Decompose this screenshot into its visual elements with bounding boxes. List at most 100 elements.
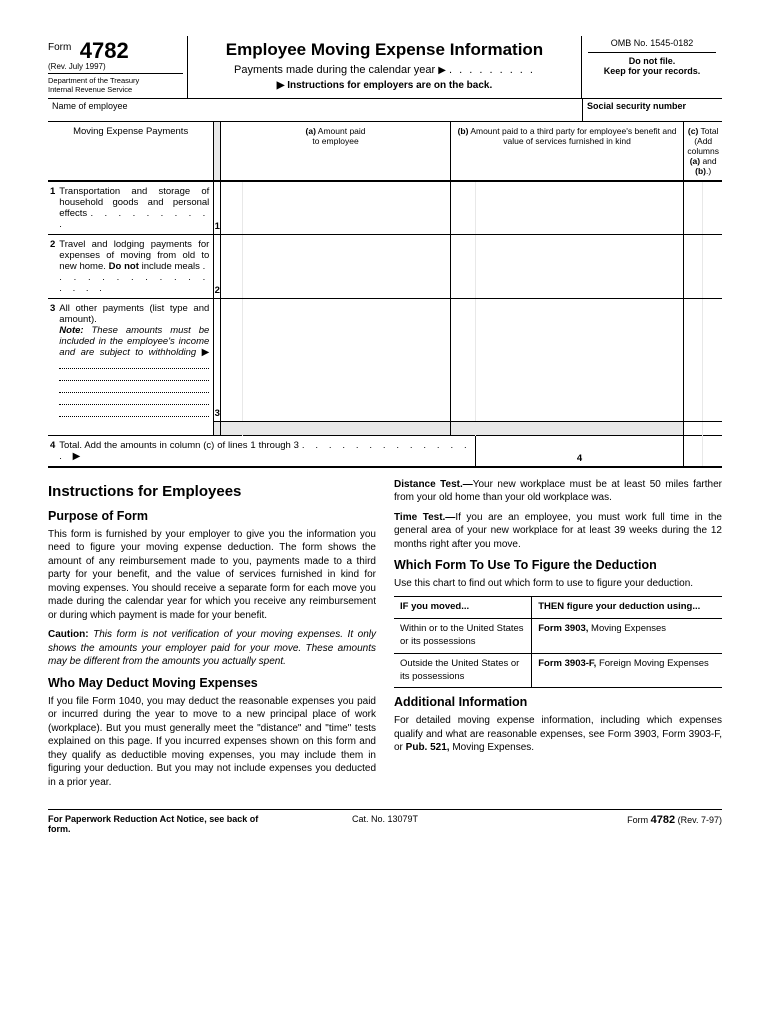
- department: Department of the TreasuryInternal Reven…: [48, 76, 183, 94]
- cell-1c-cents[interactable]: [703, 181, 722, 235]
- cell-3b-main[interactable]: [450, 299, 475, 422]
- instructions-back-text: Instructions for employers are on the ba…: [287, 80, 492, 91]
- line-4-text: Total. Add the amounts in column (c) of …: [59, 440, 299, 451]
- heading-who: Who May Deduct Moving Expenses: [48, 675, 376, 692]
- ded-header-row: IF you moved... THEN figure your deducti…: [394, 597, 722, 619]
- cell-1a-main[interactable]: [221, 181, 243, 235]
- form-header: Form 4782 (Rev. July 1997) Department of…: [48, 36, 722, 99]
- distance-label: Distance Test.—: [394, 479, 473, 490]
- para-purpose: This form is furnished by your employer …: [48, 528, 376, 623]
- para-which: Use this chart to find out which form to…: [394, 577, 722, 591]
- ded-r2c2: Form 3903-F, Foreign Moving Expenses: [532, 653, 722, 688]
- gray-cell: [243, 421, 451, 435]
- line-box: 1: [214, 181, 221, 235]
- form-subtitle: Payments made during the calendar year ▶…: [194, 64, 575, 76]
- cell-2a-main[interactable]: [221, 235, 243, 299]
- line-box: 4: [475, 435, 684, 467]
- keep-records: Keep for your records.: [588, 66, 716, 76]
- cell-2a-cents[interactable]: [243, 235, 451, 299]
- instructions-left-col: Instructions for Employees Purpose of Fo…: [48, 478, 376, 796]
- line-box: 3: [214, 299, 221, 422]
- col-title: Moving Expense Payments: [48, 122, 214, 181]
- line-3: 3 All other payments (list type and amou…: [48, 299, 722, 422]
- cell-3a-cents[interactable]: [243, 299, 451, 422]
- header-middle: Employee Moving Expense Information Paym…: [188, 36, 582, 98]
- gray-cell: [475, 421, 684, 435]
- line-num: 2: [48, 235, 57, 299]
- ded-row-2: Outside the United States or its possess…: [394, 653, 722, 688]
- time-label: Time Test.—: [394, 512, 455, 523]
- instructions-back: ▶ Instructions for employers are on the …: [194, 80, 575, 91]
- note-label: Note:: [59, 325, 83, 336]
- line-num: 1: [48, 181, 57, 235]
- footer-right-post: (Rev. 7-97): [675, 815, 722, 825]
- caution-text: This form is not verification of your mo…: [48, 629, 376, 667]
- header-left: Form 4782 (Rev. July 1997) Department of…: [48, 36, 188, 98]
- page-footer: For Paperwork Reduction Act Notice, see …: [48, 809, 722, 834]
- cell-blank: [703, 421, 722, 435]
- cell-2b-main[interactable]: [450, 235, 475, 299]
- heading-which: Which Form To Use To Figure the Deductio…: [394, 557, 722, 574]
- triangle-icon: ▶: [277, 80, 285, 91]
- line-desc: All other payments (list type and amount…: [57, 299, 214, 422]
- footer-mid: Cat. No. 13079T: [273, 814, 498, 834]
- ded-r2c1: Outside the United States or its possess…: [394, 653, 532, 688]
- ded-h1: IF you moved...: [394, 597, 532, 619]
- cell-1b-main[interactable]: [450, 181, 475, 235]
- do-not-file: Do not file.: [588, 56, 716, 66]
- line-desc: Travel and lodging payments for expenses…: [57, 235, 214, 299]
- ded-r1c2: Form 3903, Moving Expenses: [532, 619, 722, 654]
- cell-1a-cents[interactable]: [243, 181, 451, 235]
- heading-addl: Additional Information: [394, 694, 722, 711]
- identity-row: Name of employee Social security number: [48, 99, 722, 122]
- line-1: 1 Transportation and storage of househol…: [48, 181, 722, 235]
- col-c-header: (c) Total(Add columns (a) and (b).): [684, 122, 722, 181]
- subtitle-text: Payments made during the calendar year: [234, 64, 435, 76]
- form-number: 4782: [80, 38, 129, 64]
- write-in-line[interactable]: [59, 383, 209, 393]
- line-desc: Total. Add the amounts in column (c) of …: [57, 435, 475, 467]
- line-desc: Transportation and storage of household …: [57, 181, 214, 235]
- write-in-line[interactable]: [59, 407, 209, 417]
- form-page: Form 4782 (Rev. July 1997) Department of…: [0, 0, 770, 864]
- ded-r2c2-text: Foreign Moving Expenses: [596, 658, 708, 669]
- write-in-line[interactable]: [59, 368, 209, 369]
- gray-cell: [450, 421, 475, 435]
- line-num: 4: [48, 435, 57, 467]
- cell-3a-main[interactable]: [221, 299, 243, 422]
- year-blank: . . . . . . . . .: [449, 64, 535, 76]
- addl-bold: Pub. 521,: [406, 742, 450, 753]
- cell-1c-main[interactable]: [684, 181, 703, 235]
- para-who: If you file Form 1040, you may deduct th…: [48, 695, 376, 790]
- triangle-icon: ▶: [73, 451, 81, 462]
- triangle-icon: ▶: [438, 65, 446, 76]
- cell-3c-main[interactable]: [684, 299, 703, 422]
- ssn-label: Social security number: [582, 99, 722, 121]
- instructions-right-col: Distance Test.—Your new workplace must b…: [394, 478, 722, 796]
- triangle-icon: ▶: [202, 347, 210, 358]
- line-2-bold: Do not: [109, 261, 139, 272]
- ded-r1c2-text: Moving Expenses: [588, 623, 666, 634]
- para-caution: Caution: This form is not verification o…: [48, 628, 376, 669]
- heading-employees: Instructions for Employees: [48, 482, 376, 502]
- cell-2b-cents[interactable]: [475, 235, 684, 299]
- form-word: Form: [48, 42, 71, 53]
- write-in-line[interactable]: [59, 371, 209, 381]
- cell-2c-main[interactable]: [684, 235, 703, 299]
- cell-4c-main[interactable]: [684, 435, 703, 467]
- para-distance: Distance Test.—Your new workplace must b…: [394, 478, 722, 505]
- gap-row: [48, 421, 722, 435]
- ded-h2: THEN figure your deduction using...: [532, 597, 722, 619]
- cell-2c-cents[interactable]: [703, 235, 722, 299]
- cell-3b-cents[interactable]: [475, 299, 684, 422]
- cell-3c-cents[interactable]: [703, 299, 722, 422]
- ded-r2c2-bold: Form 3903-F,: [538, 658, 596, 669]
- write-in-line[interactable]: [59, 395, 209, 405]
- cell-1b-cents[interactable]: [475, 181, 684, 235]
- line-box: 2: [214, 235, 221, 299]
- line-3-pre: All other payments (list type and amount…: [59, 303, 209, 325]
- header-right: OMB No. 1545-0182 Do not file. Keep for …: [582, 36, 722, 98]
- cell-4c-cents[interactable]: [703, 435, 722, 467]
- ded-r1c2-bold: Form 3903,: [538, 623, 588, 634]
- line-2: 2 Travel and lodging payments for expens…: [48, 235, 722, 299]
